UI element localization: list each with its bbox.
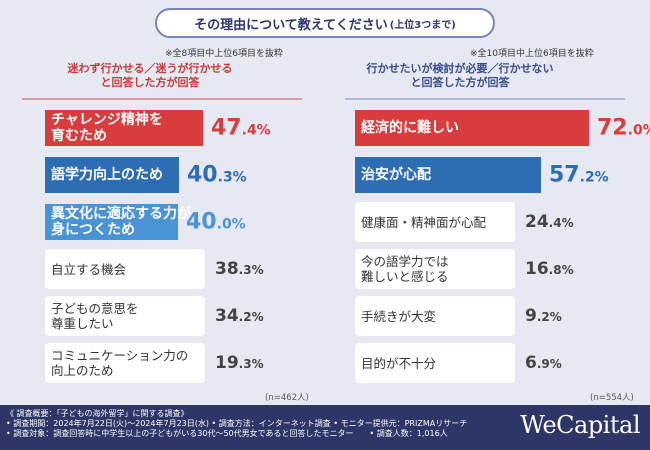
bar <box>355 157 541 193</box>
bar-row-panel <box>355 296 515 336</box>
bar <box>355 110 589 146</box>
value-decimal: .3% <box>238 357 264 371</box>
category-label: 経済的に難しい <box>361 120 459 136</box>
value-decimal: .3% <box>217 169 247 186</box>
value-decimal: .4% <box>241 122 271 139</box>
bar <box>45 157 179 193</box>
category-label: 異文化に適応する力が 身につくため <box>51 206 191 238</box>
title-text: その理由について教えてください <box>194 17 388 33</box>
bar-row-panel <box>355 343 515 383</box>
value-integer: 16 <box>525 259 549 279</box>
category-label: 自立する機会 <box>51 262 126 277</box>
category-label: 治安が心配 <box>361 167 431 183</box>
category-label-line: 自立する機会 <box>51 261 127 277</box>
category-label-line: 語学力向上のため <box>51 167 163 183</box>
survey-footer: 《 調査概要：「子どもの海外留学」に関する調査》 • 調査期間：2024年7月2… <box>0 405 650 450</box>
right-note: ※全10項目中上位6項目を抜粋 <box>470 49 594 59</box>
value-integer: 6 <box>525 353 537 373</box>
category-label: チャレンジ精神を 育むため <box>51 112 163 144</box>
category-label-line: 尊重したい <box>51 316 114 331</box>
value-label: 40.0% <box>186 210 246 235</box>
value-label: 24.4% <box>525 212 574 232</box>
category-label: 子どもの意思を 尊重したい <box>51 301 139 331</box>
value-label: 57.2% <box>549 163 609 188</box>
survey-target-count: • 調査対象：調査回答時に中学生以上の子どもがいる30代～50代男女であると回答… <box>6 429 448 438</box>
category-label-line: 身につくため <box>51 222 135 238</box>
category-label-line: 今の語学力では <box>361 254 449 269</box>
wecapital-logo: WeCapital <box>520 411 640 439</box>
category-label: 健康面・精神面が心配 <box>361 215 486 230</box>
survey-summary-heading: 《 調査概要：「子どもの海外留学」に関する調査》 <box>6 409 189 418</box>
right-subtitle: 行かせたいが検討が必要／行かせない と回答した方が回答 <box>345 62 575 90</box>
category-label-line: 異文化に適応する力が <box>51 206 191 222</box>
value-decimal: .2% <box>238 310 264 324</box>
value-label: 9.2% <box>525 306 562 326</box>
left-subtitle-line2: と回答した方が回答 <box>100 76 200 89</box>
value-label: 16.8% <box>525 259 574 279</box>
title-suffix: (上位3つまで) <box>389 19 456 31</box>
survey-summary: 《 調査概要：「子どもの海外留学」に関する調査》 • 調査期間：2024年7月2… <box>6 409 467 439</box>
value-integer: 40 <box>186 209 217 235</box>
category-label: 目的が不十分 <box>361 356 436 371</box>
chart-title: その理由について教えてください (上位3つまで) <box>155 8 495 38</box>
value-integer: 19 <box>215 353 239 373</box>
value-integer: 47 <box>211 115 242 141</box>
left-subtitle-line1: 迷わず行かせる／迷うが行かせる <box>67 62 233 75</box>
value-integer: 9 <box>525 306 537 326</box>
value-decimal: .0% <box>216 216 246 233</box>
value-label: 72.0% <box>597 116 650 141</box>
bar <box>45 110 203 146</box>
category-label-line: 難しいと感じる <box>361 269 449 284</box>
category-label-line: 向上のため <box>51 363 114 378</box>
category-label: 手続きが大変 <box>361 309 436 324</box>
category-label: 語学力向上のため <box>51 167 163 183</box>
bar-row-panel <box>355 249 515 289</box>
right-subtitle-line2: と回答した方が回答 <box>410 76 510 89</box>
category-label-line: 子どもの意思を <box>51 301 139 316</box>
bar-row-panel <box>45 249 205 289</box>
value-integer: 57 <box>549 162 580 188</box>
value-label: 38.3% <box>215 259 264 279</box>
value-integer: 72 <box>597 115 628 141</box>
category-label: 今の語学力では 難しいと感じる <box>361 254 449 284</box>
value-decimal: .8% <box>548 263 574 277</box>
category-label: コミュニケーション力の 向上のため <box>51 348 188 378</box>
left-subtitle: 迷わず行かせる／迷うが行かせる と回答した方が回答 <box>35 62 265 90</box>
value-integer: 34 <box>215 306 239 326</box>
category-label-line: 治安が心配 <box>361 167 431 183</box>
value-decimal: .2% <box>536 310 562 324</box>
bar-row-panel <box>45 343 205 383</box>
value-decimal: .9% <box>536 357 562 371</box>
value-label: 47.4% <box>211 116 271 141</box>
value-decimal: .4% <box>548 216 574 230</box>
value-decimal: .0% <box>627 122 650 139</box>
bar-row-panel <box>45 296 205 336</box>
value-decimal: .2% <box>579 169 609 186</box>
left-sample-size: (n=462人) <box>265 393 309 403</box>
value-label: 34.2% <box>215 306 264 326</box>
category-label-line: 健康面・精神面が心配 <box>361 214 487 230</box>
right-subtitle-underline <box>345 98 625 100</box>
category-label-line: コミュニケーション力の <box>51 348 189 363</box>
survey-period-method: • 調査期間：2024年7月22日(火)～2024年7月23日(水) • 調査方… <box>6 419 468 428</box>
value-label: 19.3% <box>215 353 264 373</box>
category-label-line: 目的が不十分 <box>361 355 437 371</box>
category-label-line: チャレンジ精神を <box>51 112 163 128</box>
value-label: 40.3% <box>187 163 247 188</box>
value-integer: 38 <box>215 259 239 279</box>
value-integer: 24 <box>525 212 549 232</box>
value-integer: 40 <box>187 162 218 188</box>
right-subtitle-line1: 行かせたいが検討が必要／行かせない <box>366 62 554 75</box>
category-label-line: 手続きが大変 <box>361 308 437 324</box>
value-label: 6.9% <box>525 353 562 373</box>
left-subtitle-underline <box>22 98 302 100</box>
value-decimal: .3% <box>238 263 264 277</box>
category-label-line: 経済的に難しい <box>361 120 459 136</box>
category-label-line: 育むため <box>51 128 107 144</box>
right-sample-size: (n=554人) <box>590 393 634 403</box>
bar-row-panel <box>355 202 515 242</box>
bar <box>45 204 178 240</box>
left-note: ※全8項目中上位6項目を抜粋 <box>165 49 283 59</box>
